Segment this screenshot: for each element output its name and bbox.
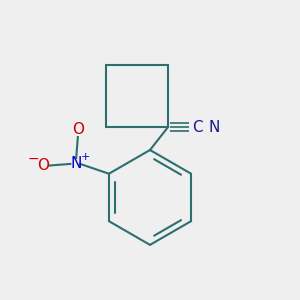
Text: −: −	[28, 152, 40, 166]
Text: O: O	[38, 158, 50, 173]
Text: +: +	[81, 152, 90, 162]
Text: O: O	[72, 122, 84, 137]
Text: N: N	[70, 156, 82, 171]
Text: N: N	[209, 120, 220, 135]
Text: C: C	[193, 120, 203, 135]
